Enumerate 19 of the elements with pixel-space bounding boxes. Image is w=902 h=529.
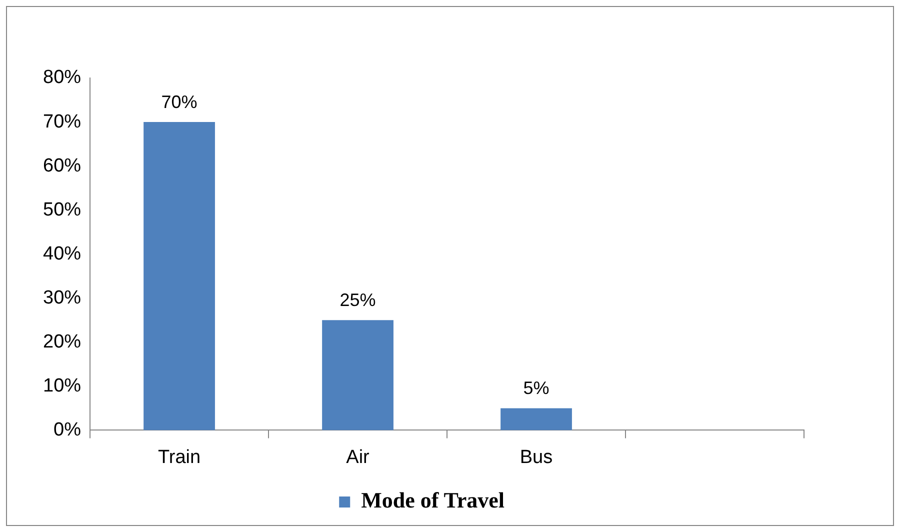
x-tick-label: Air [346,446,370,468]
data-label: 70% [161,92,198,112]
y-tick-label: 70% [42,111,82,132]
y-tick-label: 80% [42,67,82,88]
y-tick-label: 0% [54,419,82,440]
bar [144,122,215,430]
x-tick-label: Bus [520,446,553,468]
data-label: 5% [523,378,550,398]
y-tick-label: 30% [42,287,82,308]
x-tick-label: Train [158,446,201,468]
bar [500,408,572,430]
y-tick-label: 50% [42,199,82,220]
y-tick-label: 10% [42,375,82,396]
bar [322,320,394,430]
y-tick-label: 60% [42,155,82,176]
y-tick-label: 40% [42,243,82,264]
y-tick-label: 20% [42,331,82,352]
legend-label: Mode of Travel [361,488,505,513]
data-label: 25% [340,290,376,310]
